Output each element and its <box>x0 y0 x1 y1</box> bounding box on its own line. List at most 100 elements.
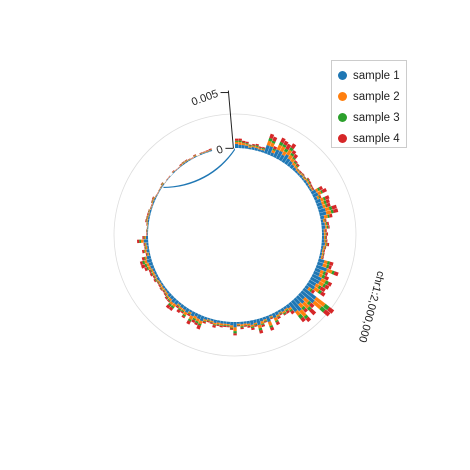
bar-segment-sample-3 <box>261 323 265 326</box>
bar-segment-sample-2 <box>324 239 326 243</box>
bar-segment-sample-1 <box>294 170 299 174</box>
bar-segment-sample-4 <box>303 307 309 313</box>
bar-segment-sample-2 <box>193 315 198 320</box>
baseline-band <box>162 148 235 188</box>
bar-segment-sample-2 <box>157 191 159 195</box>
bar-segment-sample-1 <box>317 205 324 210</box>
bar-segment-sample-2 <box>313 286 320 293</box>
bar-segment-sample-4 <box>160 182 163 186</box>
bar-segment-sample-1 <box>147 219 150 223</box>
bar-segment-sample-3 <box>154 278 158 282</box>
bar-segment-sample-2 <box>182 161 186 165</box>
bar-segment-sample-2 <box>144 235 146 240</box>
bar-segment-sample-1 <box>173 299 180 306</box>
bar-segment-sample-2 <box>324 222 327 226</box>
bar-segment-sample-2 <box>160 286 164 290</box>
bar-segment-sample-3 <box>258 327 263 331</box>
bar-segment-sample-4 <box>277 316 281 320</box>
bar-segment-sample-1 <box>321 222 325 226</box>
bar-segment-sample-2 <box>193 155 197 158</box>
bar-segment-sample-1 <box>306 282 316 290</box>
bar-segment-sample-2 <box>146 229 148 233</box>
bar-segment-sample-2 <box>205 150 209 153</box>
bar-segment-sample-4 <box>146 222 148 226</box>
bar-segment-sample-2 <box>287 306 292 311</box>
bar-segment-sample-1 <box>321 232 325 236</box>
bar-segment-sample-4 <box>308 180 312 184</box>
bar-segment-sample-4 <box>248 144 252 146</box>
bar-segment-sample-4 <box>145 219 147 223</box>
bar-segment-sample-3 <box>248 145 252 147</box>
bar-segment-sample-1 <box>157 191 160 195</box>
bar-segment-sample-1 <box>316 261 324 267</box>
bar-segment-sample-4 <box>326 239 328 243</box>
bar-segment-sample-4 <box>262 146 266 149</box>
bar-segment-sample-1 <box>202 152 206 155</box>
bar-segment-sample-1 <box>249 320 254 326</box>
bar-segment-sample-1 <box>321 239 325 243</box>
bar-segment-sample-2 <box>188 315 194 321</box>
bar-segment-sample-3 <box>298 171 302 175</box>
bar-segment-sample-2 <box>321 201 325 205</box>
bar-segment-sample-1 <box>272 149 280 159</box>
bar-segment-sample-1 <box>313 196 318 201</box>
bar-segment-sample-2 <box>147 226 148 230</box>
bar-segment-sample-3 <box>306 300 312 306</box>
legend-item-sample-2: sample 2 <box>338 86 406 107</box>
bar-segment-sample-4 <box>309 308 317 316</box>
bar-segment-sample-4 <box>158 284 161 288</box>
bar-segment-sample-3 <box>176 304 180 308</box>
bar-segment-sample-3 <box>143 249 146 254</box>
bar-segment-sample-3 <box>289 308 293 312</box>
bar-segment-sample-1 <box>271 312 277 319</box>
bar-segment-sample-2 <box>172 303 177 308</box>
bar-segment-sample-1 <box>180 164 183 168</box>
bar-segment-sample-4 <box>168 306 174 311</box>
bar-segment-sample-2 <box>302 297 310 304</box>
bar-segment-sample-2 <box>216 322 220 325</box>
bar-segment-sample-3 <box>151 272 154 276</box>
bar-segment-sample-2 <box>158 188 161 192</box>
bar-segment-sample-4 <box>302 172 305 176</box>
bar-segment-sample-1 <box>244 145 249 149</box>
bar-segment-sample-2 <box>291 162 296 167</box>
bar-segment-sample-4 <box>137 239 140 244</box>
bar-segment-sample-2 <box>233 327 237 332</box>
bar-segment-sample-3 <box>319 306 326 313</box>
bar-segment-sample-1 <box>295 295 305 304</box>
bar-segment-sample-4 <box>146 212 149 216</box>
bar-segment-sample-2 <box>177 303 181 307</box>
bar-segment-sample-2 <box>150 268 154 273</box>
bar-segment-sample-2 <box>316 195 320 200</box>
bar-segment-sample-3 <box>146 215 148 219</box>
bar-segment-sample-1 <box>152 203 154 207</box>
bar-segment-sample-1 <box>207 317 211 321</box>
bar-segment-sample-1 <box>158 279 162 284</box>
legend-item-sample-3: sample 3 <box>338 107 406 128</box>
bar-segment-sample-1 <box>317 258 325 264</box>
bar-segment-sample-2 <box>302 301 310 309</box>
bar-segment-sample-2 <box>235 141 239 144</box>
bar-segment-sample-4 <box>319 286 326 293</box>
bar-segment-sample-3 <box>283 148 289 153</box>
bar-segment-sample-3 <box>177 307 182 311</box>
bar-segment-sample-1 <box>283 305 288 310</box>
bar-segment-sample-2 <box>324 242 327 246</box>
bar-segment-sample-4 <box>251 327 255 331</box>
bar-segment-sample-2 <box>146 219 148 223</box>
bar-segment-sample-1 <box>147 216 150 220</box>
bar-segment-sample-3 <box>282 144 287 148</box>
bar-segment-sample-2 <box>196 154 200 157</box>
bar-segment-sample-3 <box>151 199 153 203</box>
bar-segment-sample-4 <box>176 309 181 314</box>
bar-segment-sample-4 <box>166 299 170 303</box>
bar-segment-sample-1 <box>164 287 168 292</box>
bar-segment-sample-4 <box>148 269 152 274</box>
bar-segment-sample-2 <box>270 142 275 148</box>
bar-segment-sample-3 <box>155 194 157 198</box>
bar-segment-sample-2 <box>157 280 161 284</box>
bar-segment-sample-4 <box>212 324 216 328</box>
bar-segment-sample-2 <box>187 158 191 161</box>
bar-segment-sample-4 <box>290 309 295 315</box>
bar-segment-sample-3 <box>325 239 327 243</box>
